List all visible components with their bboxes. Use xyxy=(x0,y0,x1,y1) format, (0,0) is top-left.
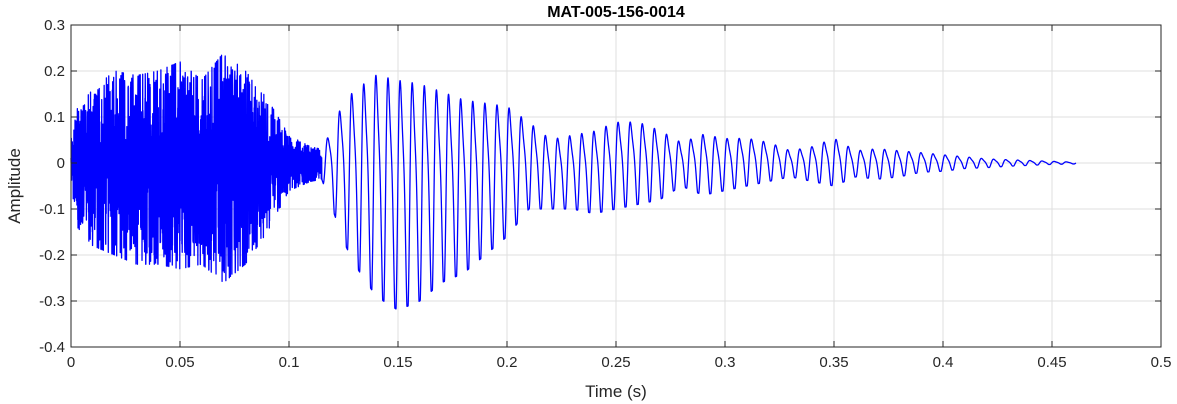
series-layer xyxy=(70,54,1077,310)
x-tick-label: 0.1 xyxy=(279,354,300,371)
x-tick-label: 0.3 xyxy=(715,354,736,371)
x-tick-label: 0.2 xyxy=(497,354,518,371)
chart-title: MAT-005-156-0014 xyxy=(547,4,685,21)
ticks: 0 0.05 0.1 0.15 0.2 0.25 0.3 0.35 0.4 0.45 0.5 -0.4… xyxy=(39,17,1171,371)
x-tick-label: 0.35 xyxy=(819,354,848,371)
y-tick-label: 0.2 xyxy=(44,63,65,80)
x-tick-label: 0.25 xyxy=(601,354,630,371)
x-tick-label: 0.05 xyxy=(165,354,194,371)
x-axis-label: Time (s) xyxy=(585,382,647,401)
y-tick-label: -0.4 xyxy=(39,339,65,356)
y-tick-label: -0.2 xyxy=(39,247,65,264)
x-tick-label: 0.15 xyxy=(383,354,412,371)
x-tick-label: 0 xyxy=(67,354,75,371)
y-tick-label: -0.3 xyxy=(39,293,65,310)
waveform-series-line xyxy=(70,54,1077,310)
y-tick-label: -0.1 xyxy=(39,201,65,218)
y-tick-label: 0 xyxy=(57,155,65,172)
x-tick-label: 0.5 xyxy=(1151,354,1172,371)
x-tick-label: 0.4 xyxy=(933,354,954,371)
y-axis-label: Amplitude xyxy=(5,148,24,224)
y-tick-label: 0.1 xyxy=(44,109,65,126)
y-tick-label: 0.3 xyxy=(44,17,65,34)
x-tick-label: 0.45 xyxy=(1037,354,1066,371)
